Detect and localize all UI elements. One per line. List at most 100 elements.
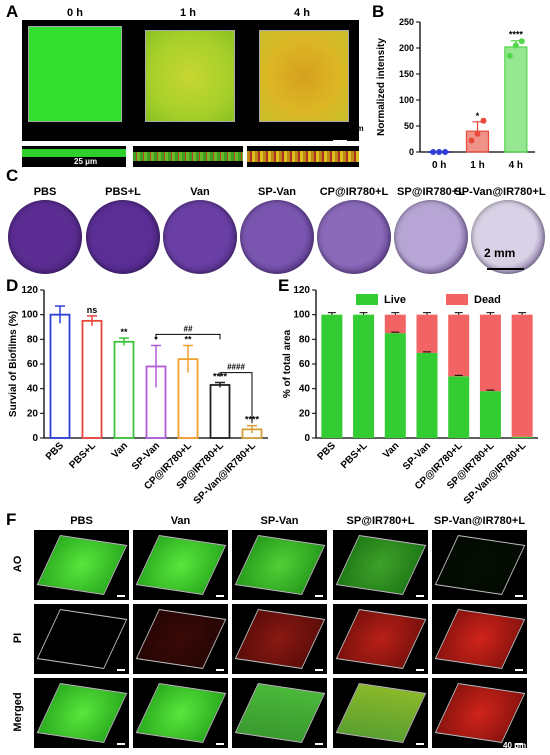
b-ylabel: Normalized intensity <box>376 38 387 136</box>
dish-label: PBS+L <box>105 186 141 198</box>
grid-column-label: SP-Van@IR780+L <box>433 515 526 527</box>
d-xtick-label: PBS <box>44 440 67 463</box>
b-sig-label: **** <box>509 30 524 40</box>
confocal-1h <box>133 20 243 141</box>
b-point <box>430 149 437 155</box>
b-xtick-label: 0 h <box>432 160 446 171</box>
e-bar-dead <box>511 314 533 437</box>
crystal-violet-dish <box>86 200 160 274</box>
grid-column-label: PBS <box>70 515 93 527</box>
crystal-violet-dish <box>471 200 545 274</box>
crystal-violet-dish <box>240 200 314 274</box>
d-ytick-label: 60 <box>27 359 39 370</box>
side-view-0h: 25 μm <box>22 146 126 167</box>
e-legend-label: Live <box>384 294 406 306</box>
dish-label: SP@IR780+L <box>397 186 465 198</box>
b-ytick-label: 200 <box>399 43 414 53</box>
e-bar-live <box>511 436 533 438</box>
panel-a-time-0: 0 h <box>67 7 83 19</box>
grid-column-label: SP@IR780+L <box>346 515 415 527</box>
staining-image <box>432 678 527 748</box>
e-xtick-label: PBS+L <box>339 440 370 471</box>
d-ytick-label: 120 <box>21 285 38 296</box>
dish-label: PBS <box>33 186 57 198</box>
staining-image <box>232 604 327 674</box>
crystal-violet-dish <box>163 200 237 274</box>
e-ylabel: % of total area <box>282 329 293 398</box>
panel-d-label: D <box>6 276 19 295</box>
d-xtick-label: SP-Van@IR780+L <box>192 440 258 506</box>
e-ytick-label: 120 <box>293 285 310 296</box>
staining-image <box>133 530 228 600</box>
panel-a-time-1: 1 h <box>180 7 196 19</box>
dish-label: Van <box>190 186 210 198</box>
staining-image <box>34 604 129 674</box>
biofilm-survival-chart: 0 20 40 60 80 100 120 Survial of Biofilms (%) PB… <box>8 285 268 506</box>
crystal-violet-dish <box>8 200 82 274</box>
staining-image <box>34 530 129 600</box>
grid-column-label: SP-Van <box>260 515 299 527</box>
panel-b-label: B <box>372 2 385 21</box>
panel-f-label: F <box>6 510 17 529</box>
e-legend-swatch <box>446 294 468 305</box>
d-sig-label: ** <box>120 327 128 337</box>
b-point <box>468 137 475 144</box>
d-bar <box>49 313 71 439</box>
staining-image <box>34 678 129 748</box>
e-bar-live <box>448 376 470 438</box>
staining-image <box>232 678 327 748</box>
e-xtick-label: SP-Van <box>401 440 433 472</box>
b-ytick-label: 150 <box>399 69 414 79</box>
d-bar <box>81 319 103 439</box>
panel-c-scalebar <box>487 268 524 270</box>
e-bar-live <box>384 333 406 438</box>
side-view-4h <box>247 146 359 167</box>
d-ytick-label: 0 <box>32 433 38 444</box>
e-xtick-label: PBS <box>316 440 339 463</box>
staining-image <box>432 530 527 600</box>
e-ytick-label: 0 <box>304 433 310 444</box>
d-bar <box>209 384 231 439</box>
d-bracket-label: #### <box>227 363 245 372</box>
staining-image <box>333 530 428 600</box>
panel-a-time-2: 4 h <box>294 7 310 19</box>
b-ytick-label: 250 <box>399 17 414 27</box>
panel-c-label: C <box>6 166 19 185</box>
b-ytick-label: 0 <box>409 147 414 157</box>
crystal-violet-dish <box>394 200 468 274</box>
e-ytick-label: 20 <box>299 408 311 419</box>
dish-label: SP-Van@IR780+L <box>454 186 546 198</box>
e-ytick-label: 60 <box>299 359 311 370</box>
b-sig-label: * <box>476 111 480 121</box>
grid-row-label: AO <box>12 555 24 573</box>
staining-image <box>333 604 428 674</box>
b-ytick-label: 100 <box>399 95 414 105</box>
dish-label: CP@IR780+L <box>319 186 389 198</box>
panel-f-scale: 40 μm <box>503 741 527 750</box>
grid-column-label: Van <box>170 515 191 527</box>
e-bar-dead <box>416 314 438 353</box>
d-sig-label: * <box>154 335 158 345</box>
grid-row-label: Merged <box>12 692 24 732</box>
live-dead-area-chart: 0 20 40 60 80 100 120 % of total area Live Dead PB… <box>282 285 538 506</box>
d-bracket <box>155 333 221 340</box>
e-ytick-label: 100 <box>293 310 310 321</box>
d-bracket-label: ## <box>184 324 193 333</box>
staining-image <box>133 604 228 674</box>
e-ytick-label: 40 <box>299 384 311 395</box>
panel-e-label: E <box>278 276 290 295</box>
panel-c-scale: 2 mm <box>484 246 516 260</box>
b-bar <box>504 46 528 153</box>
d-bracket <box>219 372 253 424</box>
staining-image <box>232 530 327 600</box>
b-xtick-label: 4 h <box>509 160 523 171</box>
d-ytick-label: 100 <box>21 310 38 321</box>
e-bar-dead <box>384 314 406 334</box>
confocal-4h <box>247 20 359 141</box>
d-xtick-label: PBS+L <box>67 440 98 471</box>
d-ylabel: Survial of Biofilms (%) <box>8 311 19 417</box>
e-bar-dead <box>479 314 501 392</box>
e-legend-label: Dead <box>474 294 501 306</box>
intensity-chart: 0 50 100 150 200 250 Normalized intensity 0 h * 1… <box>376 17 535 171</box>
e-xtick-label: SP-Van@IR780+L <box>462 440 528 506</box>
